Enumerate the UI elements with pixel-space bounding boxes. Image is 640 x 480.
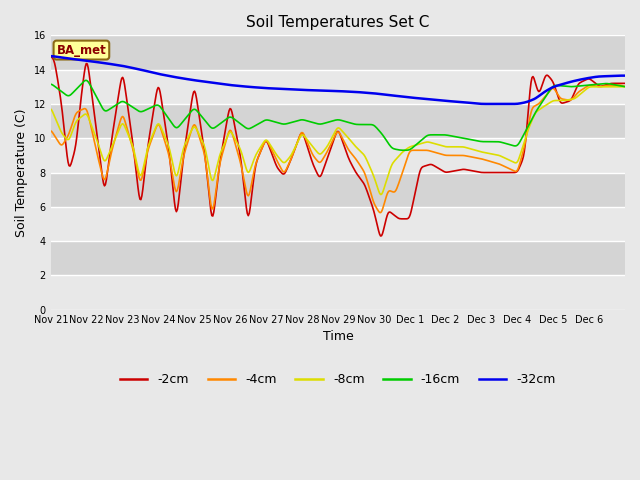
Bar [51, 70, 625, 104]
Bar [51, 36, 625, 70]
Y-axis label: Soil Temperature (C): Soil Temperature (C) [15, 108, 28, 237]
Bar [51, 207, 625, 241]
Bar [51, 276, 625, 310]
Bar [51, 172, 625, 207]
Title: Soil Temperatures Set C: Soil Temperatures Set C [246, 15, 429, 30]
Bar [51, 138, 625, 172]
Bar [51, 104, 625, 138]
Legend: -2cm, -4cm, -8cm, -16cm, -32cm: -2cm, -4cm, -8cm, -16cm, -32cm [115, 368, 561, 391]
Text: BA_met: BA_met [56, 44, 106, 57]
X-axis label: Time: Time [323, 330, 353, 343]
Bar [51, 241, 625, 276]
